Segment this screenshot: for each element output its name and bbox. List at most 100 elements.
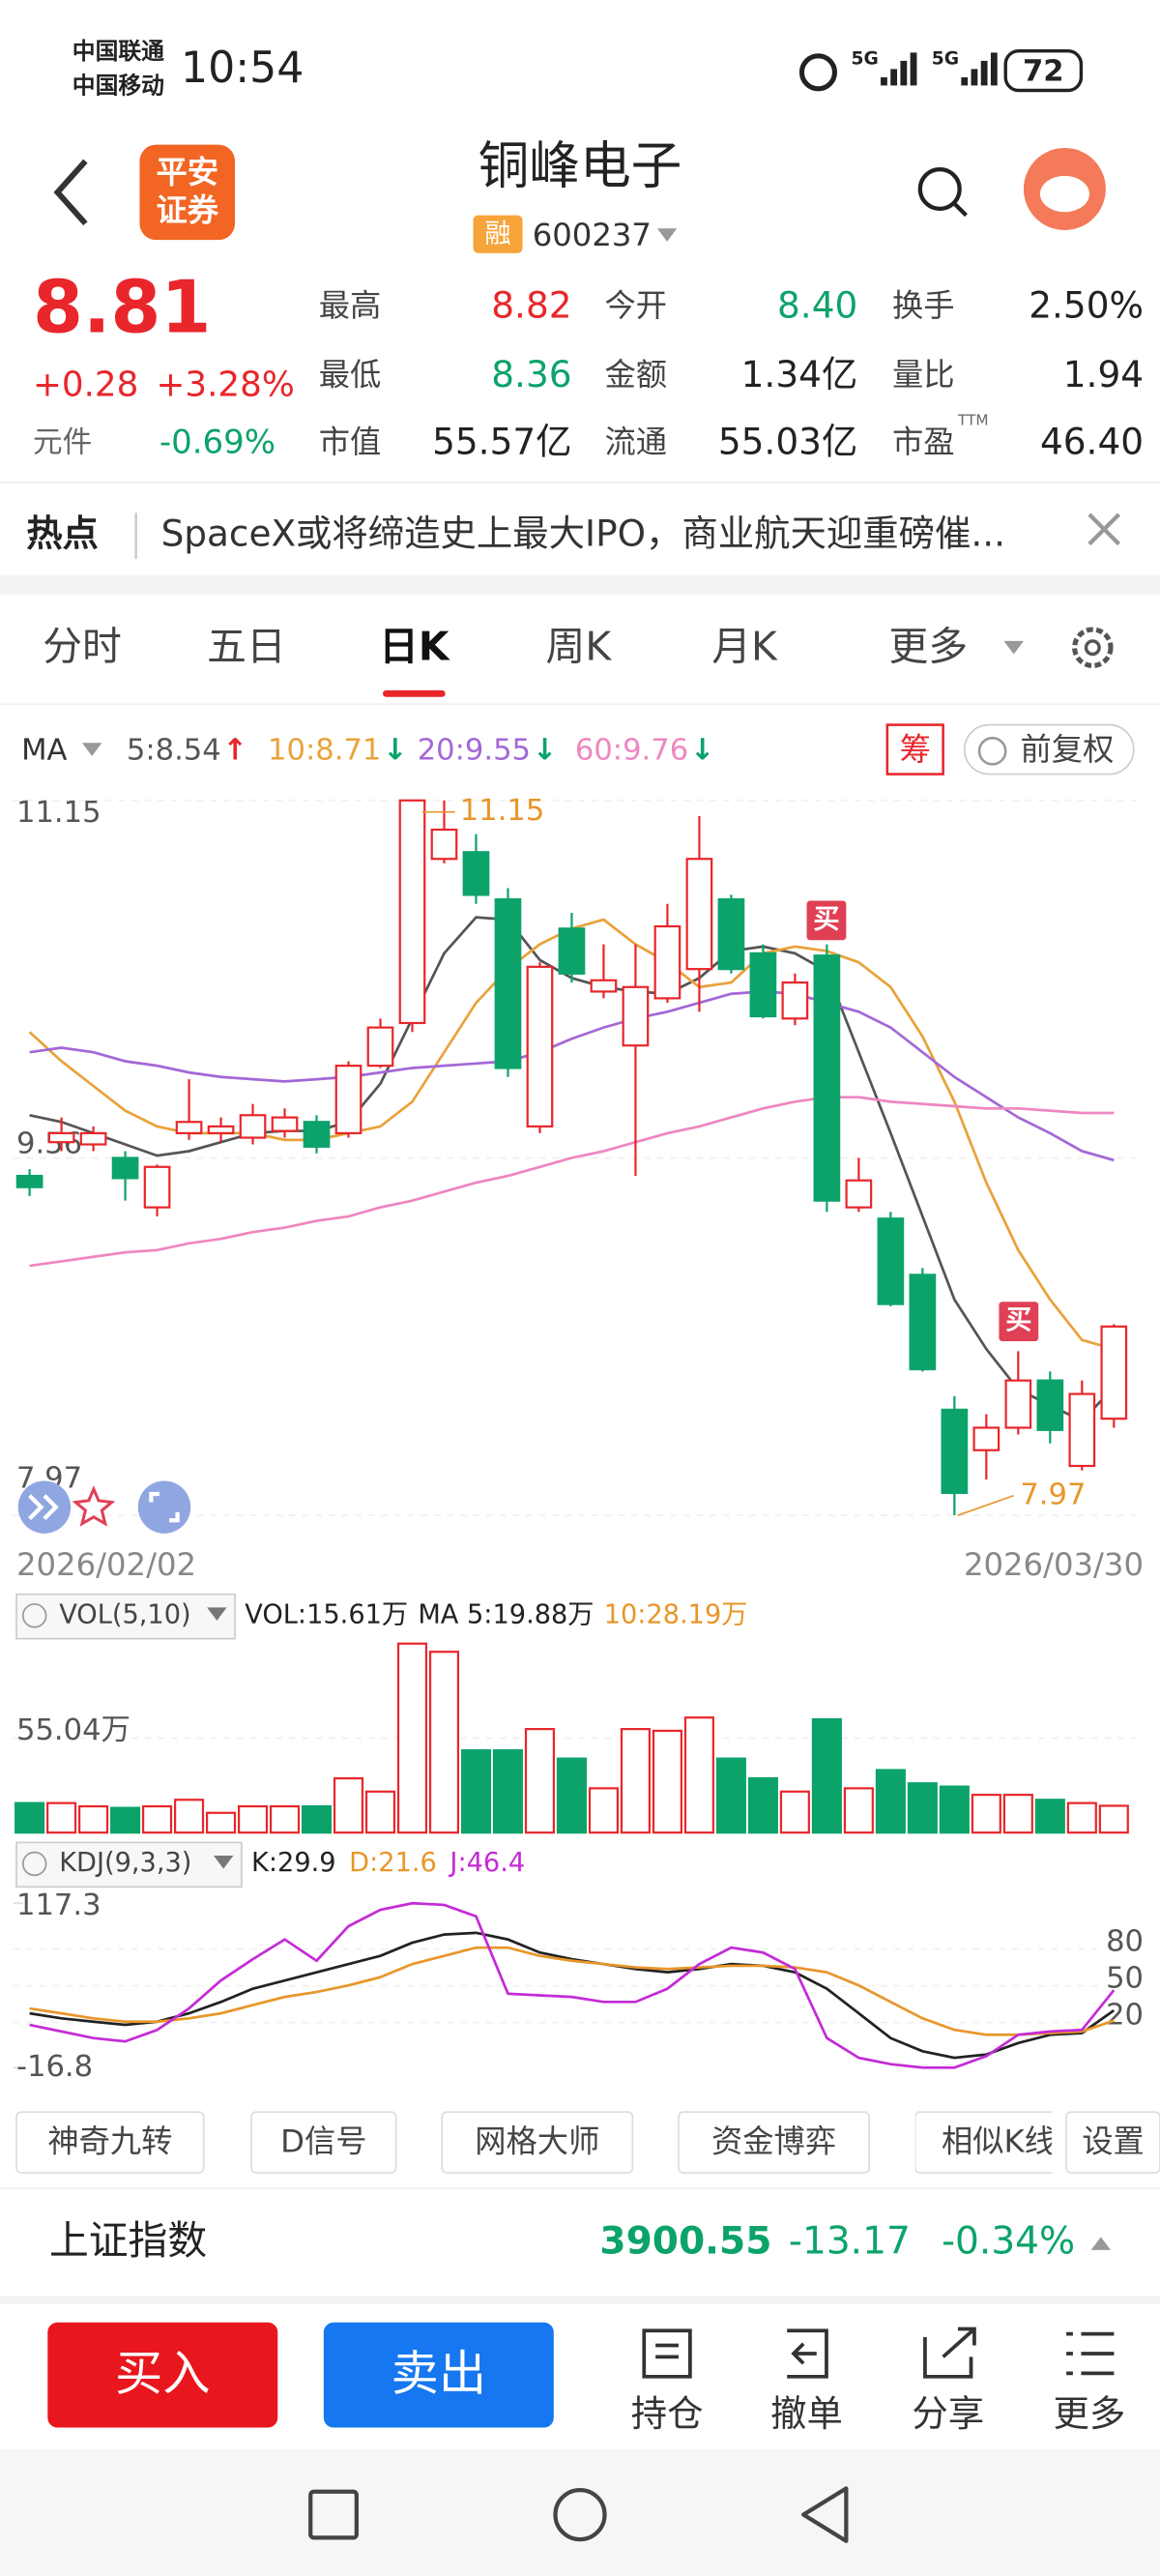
legend-entry: J:46.4 xyxy=(448,1848,525,1878)
info-icon xyxy=(21,1603,47,1628)
volume-bar xyxy=(142,1804,173,1834)
action-icon[interactable] xyxy=(642,2328,692,2379)
ma-dropdown xyxy=(81,743,102,756)
candle-body xyxy=(79,1131,107,1146)
search-icon[interactable] xyxy=(917,166,962,212)
close-news[interactable] xyxy=(1088,512,1121,546)
news-label: 热点 xyxy=(26,512,99,555)
tool-button[interactable] xyxy=(441,2111,634,2174)
buy-button[interactable] xyxy=(47,2322,278,2428)
volume-bar xyxy=(556,1757,588,1834)
ma-value: 10:8.71 xyxy=(268,733,381,767)
tool-label: 设置 xyxy=(1082,2122,1145,2159)
sector: 元件 xyxy=(33,425,92,459)
tab[interactable]: 月K xyxy=(711,623,778,669)
tool-button[interactable] xyxy=(1065,2111,1160,2174)
indicator-box[interactable] xyxy=(15,1593,236,1640)
ma-arrow: ↓ xyxy=(533,733,558,767)
clock: 10:54 xyxy=(181,44,304,93)
tab[interactable]: 分时 xyxy=(43,623,122,669)
sell-button[interactable] xyxy=(323,2322,554,2428)
field-label: 市盈 xyxy=(892,424,955,460)
field-value: 1.34亿 xyxy=(741,353,858,395)
signal-bar xyxy=(961,76,969,86)
field-value: 8.40 xyxy=(777,283,857,326)
tab[interactable]: 更多 xyxy=(889,623,969,669)
buy-signal xyxy=(999,1302,1039,1341)
expand-glyph xyxy=(149,1491,180,1523)
nav-recent[interactable] xyxy=(308,2489,359,2540)
avatar-face xyxy=(1039,175,1089,213)
signal-bar xyxy=(971,69,978,86)
action-label[interactable]: 更多 xyxy=(1054,2392,1126,2435)
volume-bar xyxy=(971,1794,1001,1834)
action-label[interactable]: 撤单 xyxy=(770,2392,843,2435)
candle-body xyxy=(749,951,777,1018)
tool-button[interactable] xyxy=(914,2111,1085,2174)
change-pct: +3.28% xyxy=(156,365,294,404)
min-label: 7.97 xyxy=(1020,1478,1086,1511)
field-value: 2.50% xyxy=(1029,283,1144,326)
index-expand[interactable] xyxy=(1090,2237,1112,2250)
tool-label: 资金博弈 xyxy=(711,2122,836,2159)
volume-bar xyxy=(779,1790,810,1834)
min-pointer xyxy=(957,1494,1014,1516)
news-text[interactable]: SpaceX或将缔造史上最大IPO，商业航天迎重磅催... xyxy=(161,512,1006,555)
indicator-title: VOL(5,10) xyxy=(59,1599,190,1629)
back-button[interactable] xyxy=(53,159,88,226)
volume-bar xyxy=(588,1787,619,1834)
ma-line xyxy=(29,990,1115,1162)
settings-icon[interactable] xyxy=(1072,627,1114,668)
tool-button[interactable] xyxy=(15,2111,205,2174)
band xyxy=(0,2296,1160,2305)
candle-body xyxy=(941,1408,969,1495)
y2-tick-label: 50 xyxy=(1106,1961,1144,1995)
action-icon[interactable] xyxy=(787,2328,828,2379)
code-dropdown[interactable] xyxy=(656,228,678,242)
candle-body xyxy=(781,981,809,1020)
action-label[interactable]: 分享 xyxy=(912,2392,984,2435)
nine-turn-icon[interactable] xyxy=(17,1480,72,1534)
action-icon[interactable] xyxy=(923,2327,976,2379)
adjust-button[interactable] xyxy=(963,723,1135,776)
candle-body xyxy=(845,1179,873,1209)
field-label: 换手 xyxy=(892,287,955,324)
ma-arrow: ↓ xyxy=(383,733,408,767)
index-change-pct: -0.34% xyxy=(942,2220,1075,2264)
field-value: 55.57亿 xyxy=(432,420,571,462)
nav-back[interactable] xyxy=(801,2486,849,2543)
volume-bar xyxy=(333,1776,364,1834)
candle-body xyxy=(526,965,554,1128)
legend-entry: K:29.9 xyxy=(251,1848,336,1878)
indicator-dropdown xyxy=(213,1855,234,1869)
tool-button[interactable] xyxy=(250,2111,397,2174)
stock-code: 600237 xyxy=(533,217,652,253)
signal-bar xyxy=(890,69,898,86)
candle-body xyxy=(462,851,490,896)
divider xyxy=(134,512,137,559)
tab[interactable]: 日K xyxy=(379,623,450,669)
volume-bar xyxy=(174,1799,205,1834)
kdj-line xyxy=(29,1901,1116,2069)
expand-icon[interactable] xyxy=(137,1480,191,1534)
action-icon[interactable] xyxy=(1066,2331,1115,2376)
nav-home[interactable] xyxy=(553,2487,607,2542)
candle-body xyxy=(1100,1325,1128,1420)
volume-bar xyxy=(1034,1799,1065,1834)
star-icon[interactable] xyxy=(72,1485,116,1527)
volume-bar xyxy=(715,1757,746,1834)
chips-button[interactable] xyxy=(885,723,944,776)
field-value: 55.03亿 xyxy=(718,420,857,462)
ma-label[interactable]: MA xyxy=(21,733,67,767)
action-label[interactable]: 持仓 xyxy=(631,2392,704,2435)
tab[interactable]: 周K xyxy=(546,623,613,669)
tool-button[interactable] xyxy=(678,2111,870,2174)
legend-entry: 10:28.19万 xyxy=(604,1599,748,1629)
field-value: 46.40 xyxy=(1040,420,1144,462)
volume-bar xyxy=(907,1782,938,1834)
index-name: 上证指数 xyxy=(49,2217,207,2264)
tab[interactable]: 五日 xyxy=(207,623,286,669)
indicator-dropdown xyxy=(207,1607,227,1621)
indicator-box[interactable] xyxy=(15,1841,243,1888)
